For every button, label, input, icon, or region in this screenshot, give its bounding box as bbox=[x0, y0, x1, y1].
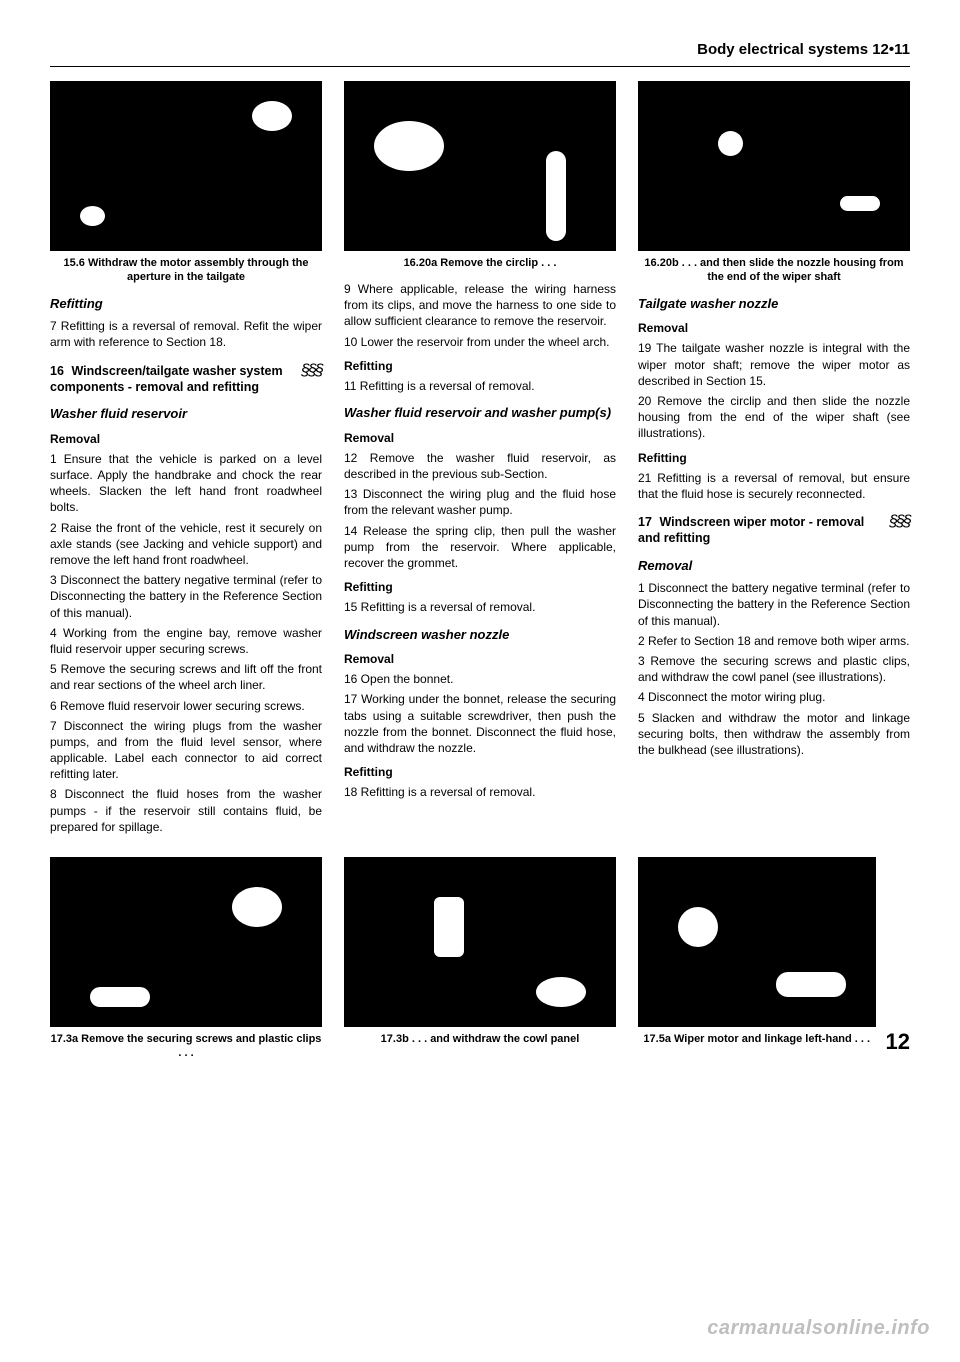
para-11: 11 Refitting is a reversal of removal. bbox=[344, 378, 616, 394]
section-17-num: 17 bbox=[638, 514, 656, 530]
para-r3: 3 Remove the securing screws and plastic… bbox=[638, 653, 910, 685]
caption-17-3b: 17.3b . . . and withdraw the cowl panel bbox=[344, 1033, 616, 1047]
section-16-num: 16 bbox=[50, 363, 68, 379]
heading-removal-4: Removal bbox=[638, 320, 910, 336]
para-2: 2 Raise the front of the vehicle, rest i… bbox=[50, 520, 322, 569]
heading-refitting-2a: Refitting bbox=[344, 358, 616, 374]
figure-16-20a bbox=[344, 81, 616, 251]
heading-removal-3: Removal bbox=[344, 651, 616, 667]
difficulty-icon-2: §§§ bbox=[889, 514, 910, 530]
heading-refitting-3: Refitting bbox=[638, 450, 910, 466]
figure-17-3b bbox=[344, 857, 616, 1027]
para-1: 1 Ensure that the vehicle is parked on a… bbox=[50, 451, 322, 516]
para-r5: 5 Slacken and withdraw the motor and lin… bbox=[638, 710, 910, 759]
heading-washer-reservoir: Washer fluid reservoir bbox=[50, 405, 322, 423]
bottom-col-1: 17.3a Remove the securing screws and pla… bbox=[50, 857, 322, 1071]
section-17-box: 17 Windscreen wiper motor - removal and … bbox=[638, 514, 910, 547]
section-16-box: 16 Windscreen/tailgate washer system com… bbox=[50, 363, 322, 396]
para-r4: 4 Disconnect the motor wiring plug. bbox=[638, 689, 910, 705]
para-3: 3 Disconnect the battery negative termin… bbox=[50, 572, 322, 621]
para-16: 16 Open the bonnet. bbox=[344, 671, 616, 687]
heading-removal-1: Removal bbox=[50, 431, 322, 447]
page-header: Body electrical systems 12•11 bbox=[50, 40, 910, 60]
heading-removal-2: Removal bbox=[344, 430, 616, 446]
bottom-image-row: 17.3a Remove the securing screws and pla… bbox=[50, 857, 910, 1071]
figure-17-3a bbox=[50, 857, 322, 1027]
heading-tailgate-nozzle: Tailgate washer nozzle bbox=[638, 295, 910, 313]
difficulty-icon: §§§ bbox=[301, 363, 322, 379]
caption-16-20b: 16.20b . . . and then slide the nozzle h… bbox=[638, 257, 910, 285]
watermark: carmanualsonline.info bbox=[707, 1315, 930, 1342]
para-13: 13 Disconnect the wiring plug and the fl… bbox=[344, 486, 616, 518]
caption-17-5a: 17.5a Wiper motor and linkage left-hand … bbox=[638, 1033, 876, 1047]
caption-17-3a: 17.3a Remove the securing screws and pla… bbox=[50, 1033, 322, 1061]
para-7: 7 Refitting is a reversal of removal. Re… bbox=[50, 318, 322, 350]
heading-windscreen-nozzle: Windscreen washer nozzle bbox=[344, 626, 616, 644]
bottom-col-3: 17.5a Wiper motor and linkage left-hand … bbox=[638, 857, 910, 1057]
column-1: 15.6 Withdraw the motor assembly through… bbox=[50, 81, 322, 839]
para-5: 5 Remove the securing screws and lift of… bbox=[50, 661, 322, 693]
para-8: 8 Disconnect the fluid hoses from the wa… bbox=[50, 786, 322, 835]
para-19: 19 The tailgate washer nozzle is integra… bbox=[638, 340, 910, 389]
para-r1: 1 Disconnect the battery negative termin… bbox=[638, 580, 910, 629]
section-17-title: 17 Windscreen wiper motor - removal and … bbox=[638, 514, 889, 547]
figure-17-5a bbox=[638, 857, 876, 1027]
section-16-title: 16 Windscreen/tailgate washer system com… bbox=[50, 363, 301, 396]
page-number: 12 bbox=[886, 1027, 910, 1057]
bottom-col-2: 17.3b . . . and withdraw the cowl panel bbox=[344, 857, 616, 1057]
para-20: 20 Remove the circlip and then slide the… bbox=[638, 393, 910, 442]
para-10: 10 Lower the reservoir from under the wh… bbox=[344, 334, 616, 350]
header-rule bbox=[50, 66, 910, 67]
para-14: 14 Release the spring clip, then pull th… bbox=[344, 523, 616, 572]
figure-15-6 bbox=[50, 81, 322, 251]
para-18: 18 Refitting is a reversal of removal. bbox=[344, 784, 616, 800]
para-12: 12 Remove the washer fluid reservoir, as… bbox=[344, 450, 616, 482]
para-4: 4 Working from the engine bay, remove wa… bbox=[50, 625, 322, 657]
caption-15-6: 15.6 Withdraw the motor assembly through… bbox=[50, 257, 322, 285]
para-9: 9 Where applicable, release the wiring h… bbox=[344, 281, 616, 330]
para-6: 6 Remove fluid reservoir lower securing … bbox=[50, 698, 322, 714]
heading-refitting-2b: Refitting bbox=[344, 579, 616, 595]
column-2: 16.20a Remove the circlip . . . 9 Where … bbox=[344, 81, 616, 839]
para-17: 17 Working under the bonnet, release the… bbox=[344, 691, 616, 756]
heading-refitting-2c: Refitting bbox=[344, 764, 616, 780]
section-16-text: Windscreen/tailgate washer system compon… bbox=[50, 364, 283, 394]
figure-16-20b bbox=[638, 81, 910, 251]
heading-refitting: Refitting bbox=[50, 295, 322, 313]
para-r2: 2 Refer to Section 18 and remove both wi… bbox=[638, 633, 910, 649]
section-17-text: Windscreen wiper motor - removal and ref… bbox=[638, 515, 864, 545]
main-columns: 15.6 Withdraw the motor assembly through… bbox=[50, 81, 910, 839]
column-3: 16.20b . . . and then slide the nozzle h… bbox=[638, 81, 910, 839]
caption-16-20a: 16.20a Remove the circlip . . . bbox=[344, 257, 616, 271]
heading-removal-5: Removal bbox=[638, 557, 910, 575]
para-21: 21 Refitting is a reversal of removal, b… bbox=[638, 470, 910, 502]
para-15: 15 Refitting is a reversal of removal. bbox=[344, 599, 616, 615]
para-7b: 7 Disconnect the wiring plugs from the w… bbox=[50, 718, 322, 783]
heading-reservoir-pump: Washer fluid reservoir and washer pump(s… bbox=[344, 404, 616, 422]
